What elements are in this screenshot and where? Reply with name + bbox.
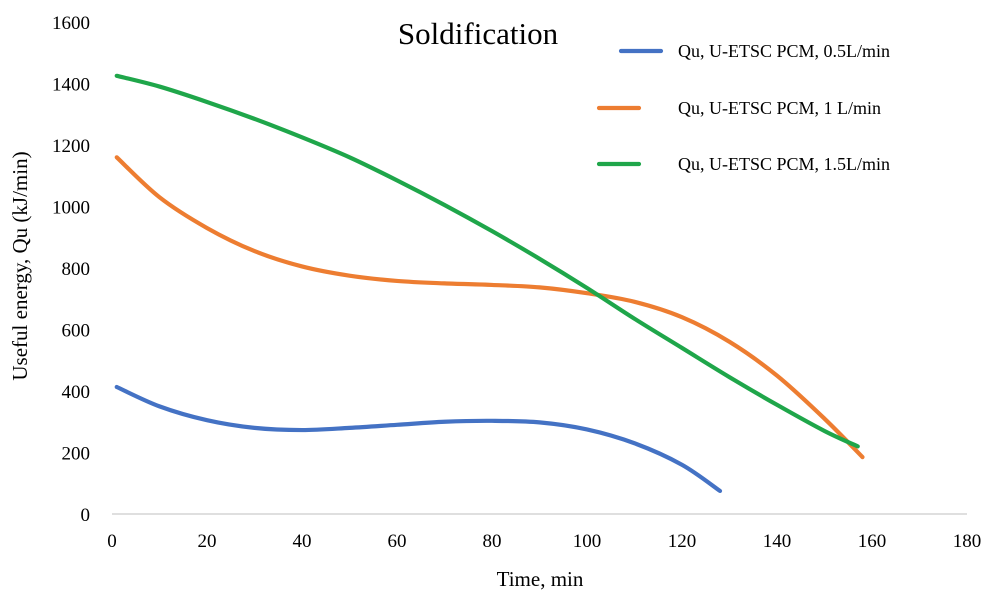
legend-label-3: Qu, U-ETSC PCM, 1.5L/min: [678, 154, 890, 174]
y-tick-label: 200: [62, 444, 91, 465]
x-tick-label: 180: [953, 531, 982, 552]
series-line-1: [114, 384, 723, 494]
x-axis-title: Time, min: [497, 567, 584, 591]
x-tick-labels: 0 20 40 60 80 100 120 140 160 180: [107, 531, 981, 552]
x-tick-label: 160: [858, 531, 887, 552]
y-tick-label: 1400: [52, 75, 90, 96]
series-line-2: [114, 155, 865, 460]
y-tick-label: 800: [62, 259, 91, 280]
legend-label-2: Qu, U-ETSC PCM, 1 L/min: [678, 98, 881, 118]
x-tick-label: 40: [293, 531, 312, 552]
y-tick-label: 400: [62, 382, 91, 403]
series-lines: [114, 73, 865, 494]
x-tick-label: 80: [483, 531, 502, 552]
x-tick-label: 0: [107, 531, 117, 552]
y-tick-label: 1200: [52, 136, 90, 157]
y-axis-title: Useful energy, Qu (kJ/min): [8, 151, 32, 380]
chart-title: Soldification: [398, 16, 559, 51]
y-tick-label: 600: [62, 321, 91, 342]
series-line-3: [114, 73, 860, 449]
legend-label-1: Qu, U-ETSC PCM, 0.5L/min: [678, 41, 890, 61]
x-tick-label: 120: [668, 531, 697, 552]
x-tick-label: 20: [198, 531, 217, 552]
y-tick-labels: 0 200 400 600 800 1000 1200 1400 1600: [52, 13, 90, 526]
y-tick-label: 1000: [52, 198, 90, 219]
legend: Qu, U-ETSC PCM, 0.5L/min Qu, U-ETSC PCM, …: [596, 41, 890, 174]
y-tick-label: 1600: [52, 13, 90, 34]
x-tick-label: 140: [763, 531, 792, 552]
x-tick-label: 60: [388, 531, 407, 552]
x-tick-label: 100: [573, 531, 602, 552]
y-tick-label: 0: [81, 505, 91, 526]
